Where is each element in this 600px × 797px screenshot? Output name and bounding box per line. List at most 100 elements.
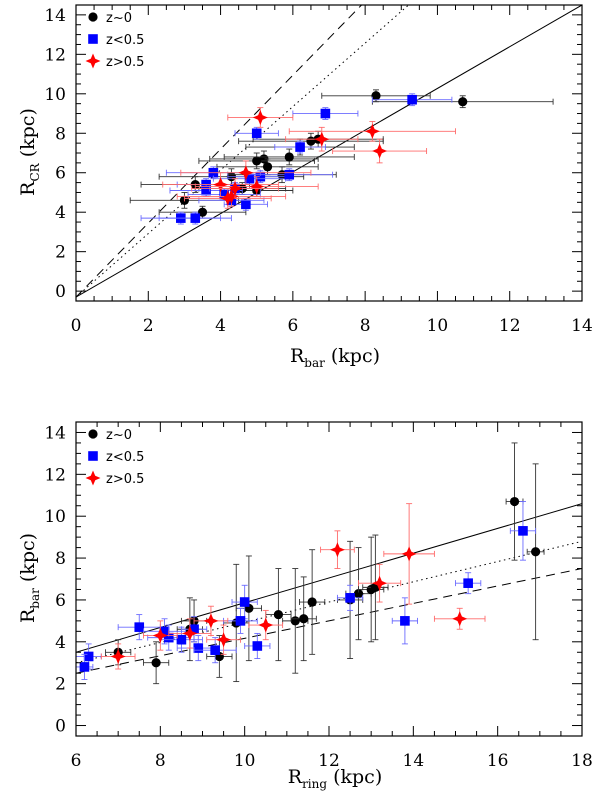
legend-marker-circle xyxy=(88,429,98,439)
axis-ticks xyxy=(75,4,583,301)
x-axis-label-main: R xyxy=(290,345,305,367)
marker-square xyxy=(252,641,263,651)
y-tick-label: 2 xyxy=(55,243,66,263)
legend: z~0 z<0.5 z>0.5 xyxy=(85,11,144,70)
marker-circle xyxy=(290,616,300,626)
point-square xyxy=(509,501,537,561)
marker-star xyxy=(372,575,388,591)
y-axis-label: Rbar (kpc) xyxy=(17,533,42,623)
marker-square xyxy=(235,616,246,626)
y-tick-label: 14 xyxy=(44,6,66,26)
x-tick-label: 6 xyxy=(287,316,298,336)
point-circle xyxy=(526,463,545,641)
y-tick-label: 14 xyxy=(44,423,66,443)
marker-star xyxy=(258,617,274,633)
marker-square xyxy=(255,171,266,182)
legend: z~0 z<0.5 z>0.5 xyxy=(85,428,144,487)
marker-circle xyxy=(197,207,208,217)
point-star xyxy=(320,530,355,569)
marker-square xyxy=(244,173,255,184)
x-axis-label-unit: (kpc) xyxy=(325,345,380,367)
marker-star xyxy=(110,648,126,664)
point-star xyxy=(227,107,294,128)
point-circle xyxy=(505,442,524,561)
y-tick-label: 4 xyxy=(55,633,66,653)
point-square xyxy=(371,93,453,107)
marker-circle xyxy=(299,614,309,624)
point-square xyxy=(158,211,232,225)
marker-square xyxy=(345,593,355,603)
point-circle xyxy=(290,576,317,662)
marker-star xyxy=(203,613,219,629)
marker-square xyxy=(193,643,204,653)
marker-circle xyxy=(273,609,283,620)
marker-circle xyxy=(353,589,364,599)
marker-square xyxy=(284,169,295,180)
marker-square xyxy=(189,624,199,635)
marker-square xyxy=(210,645,220,655)
y-axis-label-sub: bar xyxy=(28,588,42,609)
legend-label: z>0.5 xyxy=(106,472,144,487)
point-square xyxy=(274,140,326,154)
marker-star xyxy=(452,611,468,627)
marker-circle xyxy=(509,496,520,507)
y-axis-label-sub: CR xyxy=(28,162,42,181)
point-star xyxy=(285,126,359,152)
y-tick-label: 6 xyxy=(55,164,66,184)
y-tick-label: 12 xyxy=(44,45,66,65)
marker-circle xyxy=(371,91,381,101)
marker-square xyxy=(518,526,528,536)
legend-marker-square xyxy=(88,451,98,461)
marker-square xyxy=(251,128,262,139)
x-axis-label-main: R xyxy=(288,766,303,788)
marker-star xyxy=(372,143,388,159)
x-tick-label: 8 xyxy=(155,751,166,771)
marker-star xyxy=(223,188,239,204)
point-circle xyxy=(158,205,247,219)
y-tick-label: 8 xyxy=(55,549,66,569)
y-axis-label-unit: (kpc) xyxy=(17,108,39,163)
y-axis-label-main: R xyxy=(17,608,39,623)
marker-star xyxy=(227,181,243,197)
marker-circle xyxy=(531,547,541,557)
marker-square xyxy=(241,199,251,210)
point-star xyxy=(168,618,212,649)
fit-line-dotted xyxy=(76,540,582,664)
point-square xyxy=(231,584,258,620)
legend-marker-circle xyxy=(88,12,98,22)
fit-line-dashed xyxy=(76,5,362,298)
marker-star xyxy=(364,123,380,139)
x-tick-label: 12 xyxy=(318,751,340,771)
point-star xyxy=(183,188,272,209)
x-tick-label: 8 xyxy=(360,316,371,336)
marker-star xyxy=(213,177,229,193)
marker-circle xyxy=(307,597,317,607)
fit-line-dotted xyxy=(76,5,409,298)
marker-square xyxy=(407,94,417,105)
marker-square xyxy=(239,597,250,607)
marker-star xyxy=(238,165,254,181)
marker-square xyxy=(134,622,145,632)
marker-star xyxy=(252,109,268,125)
y-tick-label: 2 xyxy=(55,675,66,695)
point-square xyxy=(245,168,334,182)
marker-square xyxy=(79,662,90,672)
y-tick-label: 6 xyxy=(55,591,66,611)
point-star xyxy=(332,138,428,164)
marker-square xyxy=(201,185,211,196)
legend-label: z>0.5 xyxy=(106,55,144,70)
y-axis-label-main: R xyxy=(17,181,39,196)
point-star xyxy=(358,563,402,603)
point-star xyxy=(383,503,435,605)
marker-star xyxy=(249,179,265,195)
x-tick-label: 4 xyxy=(215,316,226,336)
marker-circle xyxy=(458,97,468,107)
marker-square xyxy=(176,634,187,645)
y-axis-label-unit: (kpc) xyxy=(17,533,39,588)
point-square xyxy=(391,597,418,645)
y-tick-label: 0 xyxy=(55,282,66,302)
x-tick-label: 14 xyxy=(403,751,425,771)
y-axis-label: RCR (kpc) xyxy=(17,108,42,196)
x-tick-label: 6 xyxy=(71,751,82,771)
